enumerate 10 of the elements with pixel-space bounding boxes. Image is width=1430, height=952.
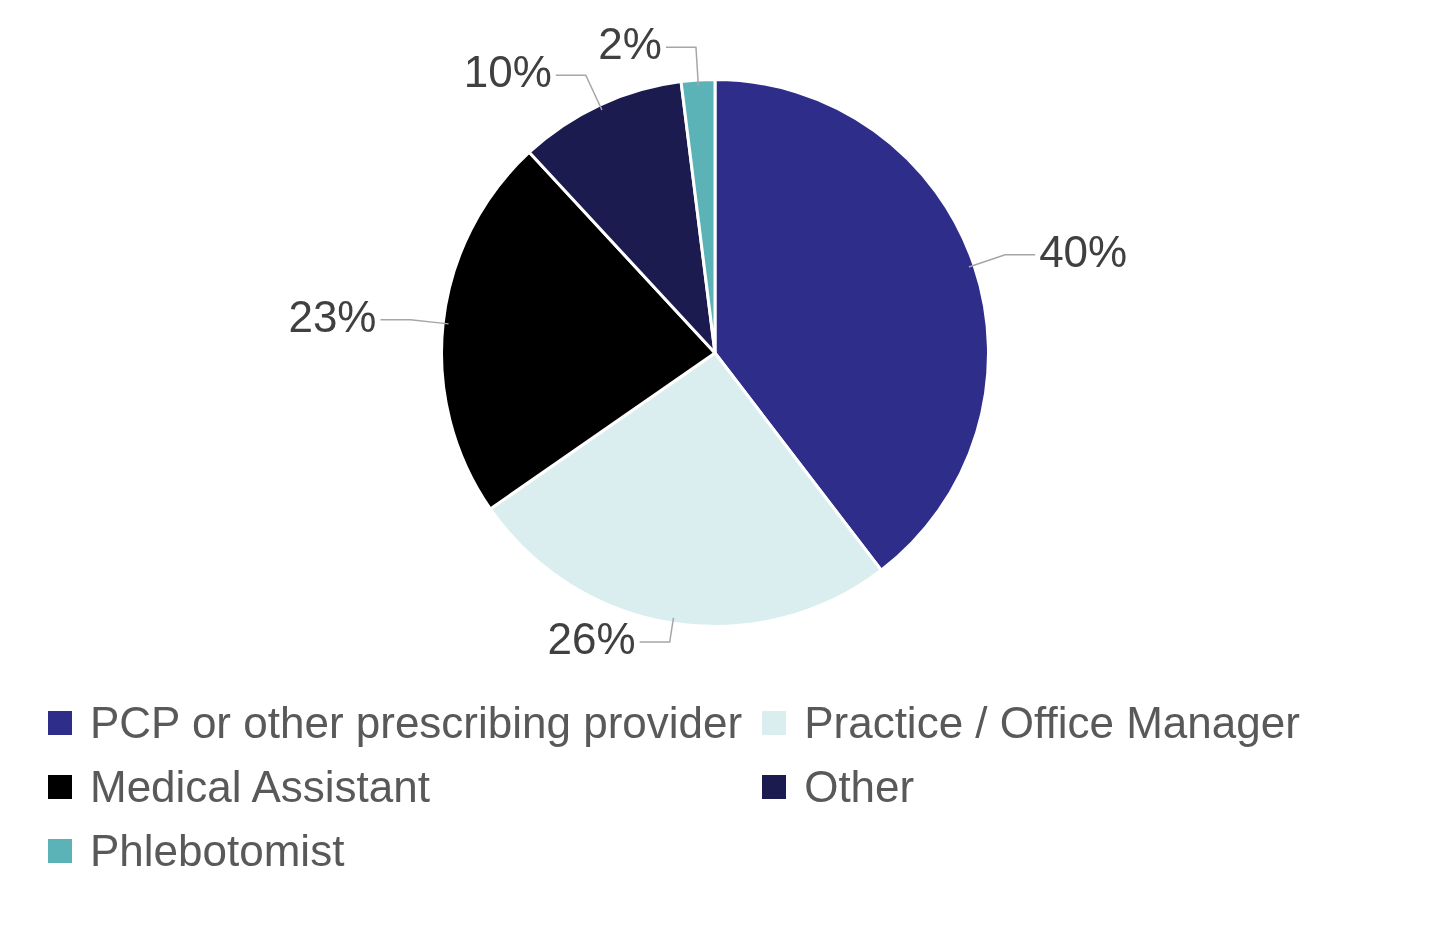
data-label: 10% bbox=[463, 47, 552, 97]
legend-label: Practice / Office Manager bbox=[804, 698, 1300, 748]
data-label: 26% bbox=[547, 614, 636, 664]
legend-label: Other bbox=[804, 762, 915, 812]
data-label: 40% bbox=[1039, 226, 1128, 276]
legend-label: PCP or other prescribing provider bbox=[90, 698, 743, 748]
legend-label: Phlebotomist bbox=[90, 826, 345, 876]
legend-label: Medical Assistant bbox=[90, 762, 430, 812]
data-label: 2% bbox=[598, 19, 662, 69]
data-label: 23% bbox=[288, 291, 377, 341]
